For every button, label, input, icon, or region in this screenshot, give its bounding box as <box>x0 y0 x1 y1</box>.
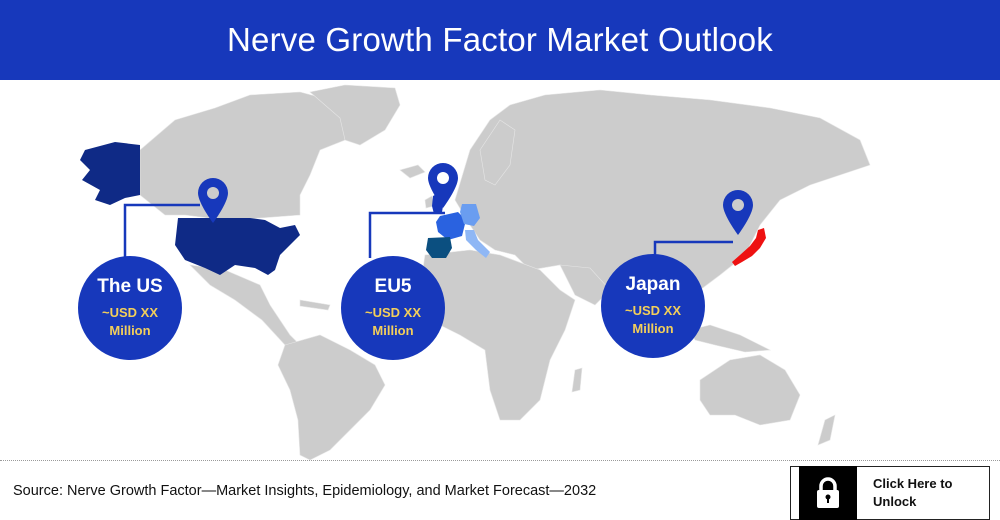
page-title: Nerve Growth Factor Market Outlook <box>227 21 773 58</box>
region-unit: Million <box>632 321 674 336</box>
region-value: ~USD XX <box>625 303 681 318</box>
pin-icon-japan <box>723 190 753 235</box>
unlock-label: Click Here to Unlock <box>857 467 952 519</box>
region-bubble-eu5: EU5 ~USD XX Million <box>341 256 445 360</box>
lock-icon-svg <box>817 477 839 508</box>
region-value: ~USD XX <box>365 305 421 320</box>
unlock-button[interactable]: Click Here to Unlock <box>790 466 990 520</box>
region-unit: Million <box>109 323 151 338</box>
japan-highlight <box>732 228 766 266</box>
map-pins <box>198 163 753 235</box>
region-name: The US <box>97 276 163 297</box>
header-banner: Nerve Growth Factor Market Outlook <box>0 0 1000 80</box>
region-unit: Million <box>372 323 414 338</box>
alaska-highlight <box>80 142 140 205</box>
continents <box>139 84 871 461</box>
region-value: ~USD XX <box>102 305 158 320</box>
world-map-svg <box>80 84 871 461</box>
region-name: EU5 <box>374 276 412 297</box>
region-bubble-us: The US ~USD XX Million <box>78 256 182 360</box>
unlock-label-line2: Unlock <box>873 494 917 509</box>
lock-icon <box>799 466 857 520</box>
world-map: The US ~USD XX Million EU5 ~USD XX Milli… <box>0 80 1000 461</box>
pin-icon-us <box>198 178 228 223</box>
region-name: Japan <box>625 274 681 295</box>
italy-highlight <box>465 230 490 258</box>
footer-divider <box>0 460 1000 461</box>
source-citation: Source: Nerve Growth Factor—Market Insig… <box>13 483 597 499</box>
spain-highlight <box>426 237 452 258</box>
germany-highlight <box>460 204 480 226</box>
us-highlight <box>175 218 300 275</box>
france-highlight <box>436 212 466 240</box>
pin-icon-eu5 <box>428 163 458 208</box>
unlock-label-line1: Click Here to <box>873 476 953 491</box>
region-bubble-japan: Japan ~USD XX Million <box>601 254 705 358</box>
